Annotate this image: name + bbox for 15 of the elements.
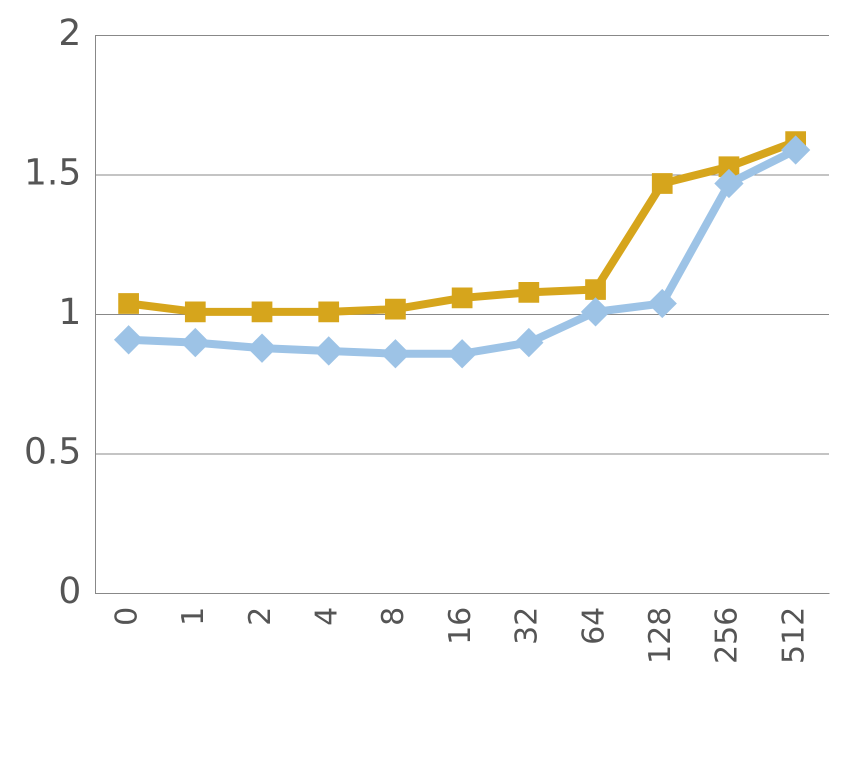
x-tick-label: 512 — [776, 606, 812, 664]
x-tick-label: 16 — [442, 606, 478, 645]
x-tick-label: 256 — [710, 606, 745, 664]
y-tick-label: 1.5 — [24, 152, 82, 194]
x-tick-label: 64 — [576, 606, 612, 645]
x-tick-label: 0 — [109, 606, 144, 626]
x-tick-label: 1 — [176, 606, 212, 626]
y-tick-label: 0.5 — [24, 432, 82, 473]
x-tick-label: 2 — [242, 606, 278, 626]
y-tick-label: 1 — [58, 292, 82, 334]
x-tick-label: 8 — [376, 606, 412, 626]
x-tick-label: 128 — [643, 606, 678, 664]
y-tick-label: 2 — [58, 12, 82, 54]
x-tick-label: 4 — [310, 606, 345, 626]
x-tick-label: 32 — [510, 606, 545, 645]
